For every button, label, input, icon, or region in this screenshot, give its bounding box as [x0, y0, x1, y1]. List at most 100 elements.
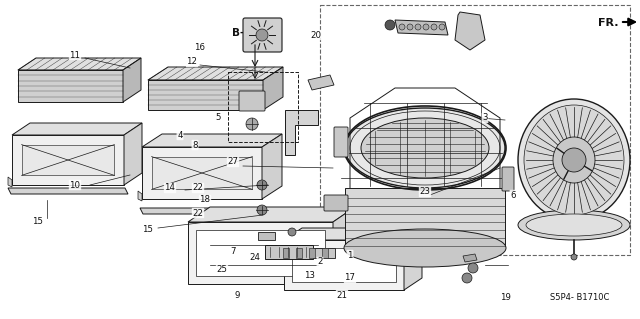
Polygon shape — [278, 248, 335, 258]
Ellipse shape — [344, 229, 506, 267]
Circle shape — [257, 205, 267, 215]
Text: 19: 19 — [500, 293, 511, 302]
Text: 3: 3 — [483, 114, 488, 122]
Ellipse shape — [345, 108, 505, 188]
Polygon shape — [309, 248, 315, 258]
Text: 2: 2 — [317, 257, 323, 266]
Circle shape — [415, 24, 421, 30]
Polygon shape — [308, 75, 334, 90]
Text: S5P4- B1710C: S5P4- B1710C — [550, 293, 610, 302]
Polygon shape — [123, 58, 141, 102]
Polygon shape — [284, 240, 404, 290]
Polygon shape — [12, 123, 142, 135]
Polygon shape — [285, 110, 318, 155]
Polygon shape — [455, 12, 485, 50]
Polygon shape — [284, 228, 422, 240]
Text: 14: 14 — [164, 183, 175, 192]
Text: 8: 8 — [192, 140, 198, 150]
Text: 16: 16 — [195, 43, 205, 53]
Polygon shape — [18, 70, 123, 102]
Circle shape — [246, 118, 258, 130]
Circle shape — [257, 180, 267, 190]
Text: 7: 7 — [230, 248, 236, 256]
Polygon shape — [188, 222, 333, 284]
Bar — [228, 72, 298, 142]
Text: 9: 9 — [234, 291, 240, 300]
Ellipse shape — [518, 99, 630, 221]
Circle shape — [423, 24, 429, 30]
Ellipse shape — [361, 118, 489, 178]
Polygon shape — [322, 248, 328, 258]
Circle shape — [562, 148, 586, 172]
Text: 15: 15 — [33, 218, 44, 226]
FancyBboxPatch shape — [243, 18, 282, 52]
Text: 25: 25 — [216, 265, 227, 275]
Text: 13: 13 — [305, 271, 316, 279]
Polygon shape — [148, 80, 263, 110]
Text: FR.: FR. — [598, 18, 618, 28]
Ellipse shape — [553, 137, 595, 183]
Polygon shape — [18, 58, 141, 70]
FancyBboxPatch shape — [324, 195, 348, 211]
Polygon shape — [148, 67, 283, 80]
Text: 15: 15 — [143, 226, 154, 234]
Text: 12: 12 — [186, 57, 198, 66]
Polygon shape — [124, 123, 142, 185]
Text: 18: 18 — [200, 196, 211, 204]
Polygon shape — [296, 248, 302, 258]
Polygon shape — [395, 20, 448, 35]
Polygon shape — [142, 134, 282, 147]
Circle shape — [431, 24, 437, 30]
Polygon shape — [404, 228, 422, 290]
Polygon shape — [8, 177, 12, 187]
Polygon shape — [22, 145, 115, 175]
Text: 6: 6 — [510, 190, 516, 199]
Text: 21: 21 — [337, 291, 348, 300]
Text: 22: 22 — [193, 183, 204, 192]
Polygon shape — [265, 245, 313, 259]
Circle shape — [439, 24, 445, 30]
Polygon shape — [140, 208, 271, 214]
Text: 4: 4 — [177, 130, 183, 139]
FancyBboxPatch shape — [334, 127, 348, 157]
Text: B-13-10: B-13-10 — [232, 28, 278, 38]
Polygon shape — [188, 207, 355, 222]
Text: 17: 17 — [344, 273, 355, 283]
Text: 11: 11 — [70, 50, 81, 60]
Polygon shape — [262, 134, 282, 199]
Polygon shape — [12, 135, 124, 185]
Circle shape — [385, 20, 395, 30]
Circle shape — [468, 263, 478, 273]
Polygon shape — [463, 254, 477, 262]
Polygon shape — [283, 248, 289, 258]
Text: 1: 1 — [348, 250, 353, 259]
Polygon shape — [345, 188, 505, 248]
Polygon shape — [196, 230, 325, 276]
Polygon shape — [292, 248, 396, 282]
Text: 22: 22 — [193, 209, 204, 218]
Text: 20: 20 — [310, 31, 321, 40]
Text: 27: 27 — [227, 158, 239, 167]
FancyBboxPatch shape — [502, 167, 514, 191]
Circle shape — [256, 29, 268, 41]
Circle shape — [571, 254, 577, 260]
FancyBboxPatch shape — [239, 91, 265, 111]
Ellipse shape — [526, 214, 622, 236]
Ellipse shape — [524, 105, 624, 215]
Polygon shape — [333, 207, 355, 284]
Polygon shape — [258, 232, 275, 240]
Text: 23: 23 — [419, 188, 431, 197]
Polygon shape — [142, 147, 262, 199]
Polygon shape — [8, 188, 128, 194]
Text: 10: 10 — [70, 181, 81, 189]
Text: 24: 24 — [250, 254, 260, 263]
Circle shape — [462, 273, 472, 283]
Polygon shape — [138, 191, 142, 201]
Bar — [320, 5, 630, 255]
Polygon shape — [152, 157, 252, 189]
Polygon shape — [263, 67, 283, 110]
Circle shape — [407, 24, 413, 30]
Circle shape — [288, 228, 296, 236]
Ellipse shape — [518, 210, 630, 240]
Circle shape — [399, 24, 405, 30]
